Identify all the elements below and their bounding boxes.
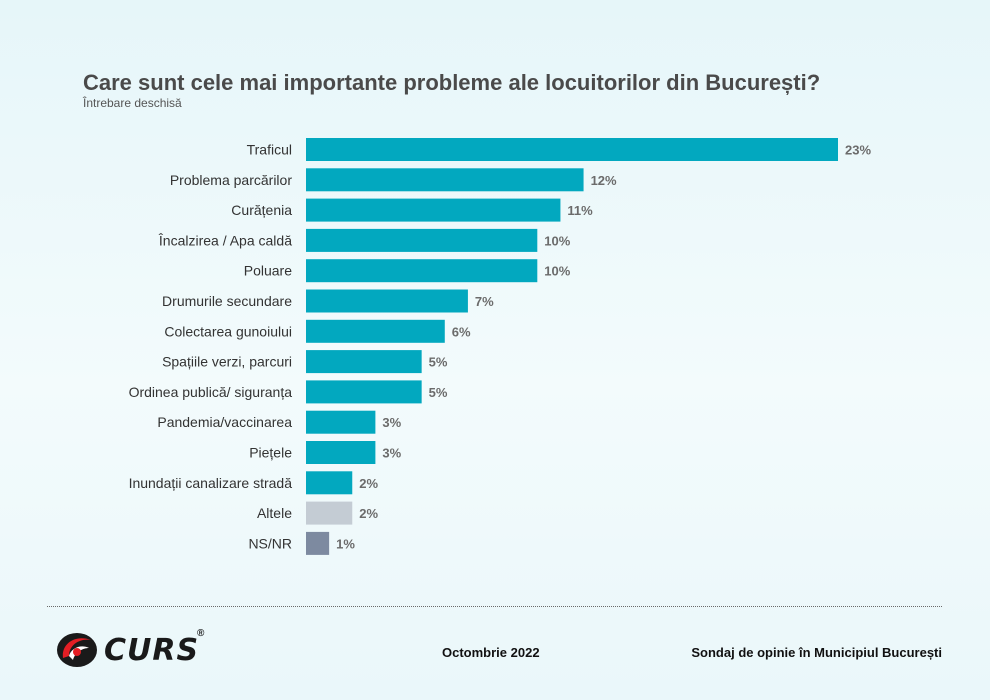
- value-label: 2%: [359, 476, 378, 491]
- category-label: Ordinea publică/ siguranța: [129, 384, 293, 400]
- value-label: 1%: [336, 536, 355, 551]
- logo-swirl-icon: [57, 633, 97, 667]
- value-label: 3%: [382, 446, 401, 461]
- category-label: Problema parcărilor: [170, 172, 292, 188]
- bar: [306, 259, 538, 283]
- bar: [306, 228, 538, 252]
- value-label: 5%: [429, 355, 448, 370]
- value-label: 10%: [544, 264, 570, 279]
- category-label: Colectarea gunoiului: [164, 323, 292, 339]
- bar: [306, 289, 468, 313]
- value-label: 2%: [359, 506, 378, 521]
- bar: [306, 380, 422, 404]
- value-label: 12%: [591, 173, 617, 188]
- value-label: 6%: [452, 324, 471, 339]
- value-label: 11%: [567, 203, 593, 218]
- footer-date: Octombrie 2022: [442, 645, 540, 660]
- value-label: 23%: [845, 143, 871, 158]
- bar: [306, 441, 376, 464]
- bar: [306, 501, 353, 525]
- bar: [306, 350, 422, 374]
- category-label: Altele: [257, 505, 292, 521]
- category-label: Traficul: [247, 142, 292, 158]
- bar: [306, 319, 445, 343]
- logo-text: CURS: [104, 633, 200, 668]
- bar: [306, 531, 330, 555]
- value-label: 3%: [382, 415, 401, 430]
- logo-registered-mark: ®: [197, 628, 205, 639]
- bar: [306, 471, 353, 495]
- curs-logo: CURS ®: [55, 628, 215, 670]
- footer-source: Sondaj de opinie în Municipiul București: [691, 645, 942, 660]
- bar: [306, 168, 584, 192]
- category-label: Încalzirea / Apa caldă: [158, 232, 292, 248]
- category-label: Curățenia: [231, 202, 292, 218]
- category-label: Inundații canalizare stradă: [129, 475, 293, 491]
- bar: [306, 138, 838, 161]
- bar: [306, 198, 561, 222]
- category-label: NS/NR: [248, 535, 292, 551]
- footer-divider: [47, 606, 942, 607]
- value-label: 10%: [544, 233, 570, 248]
- value-label: 7%: [475, 294, 494, 309]
- category-label: Drumurile secundare: [162, 293, 292, 309]
- value-label: 5%: [429, 385, 448, 400]
- category-label: Spațiile verzi, parcuri: [162, 354, 292, 370]
- category-label: Poluare: [244, 263, 292, 279]
- chart-title: Care sunt cele mai importante probleme a…: [83, 70, 821, 95]
- bar: [306, 410, 376, 434]
- bar-chart: Traficul 23% Problema parcărilor 12% Curățen…: [129, 138, 871, 555]
- category-label: Pandemia/vaccinarea: [157, 414, 292, 430]
- chart-subtitle: Întrebare deschisă: [83, 96, 182, 110]
- category-label: Piețele: [249, 445, 292, 461]
